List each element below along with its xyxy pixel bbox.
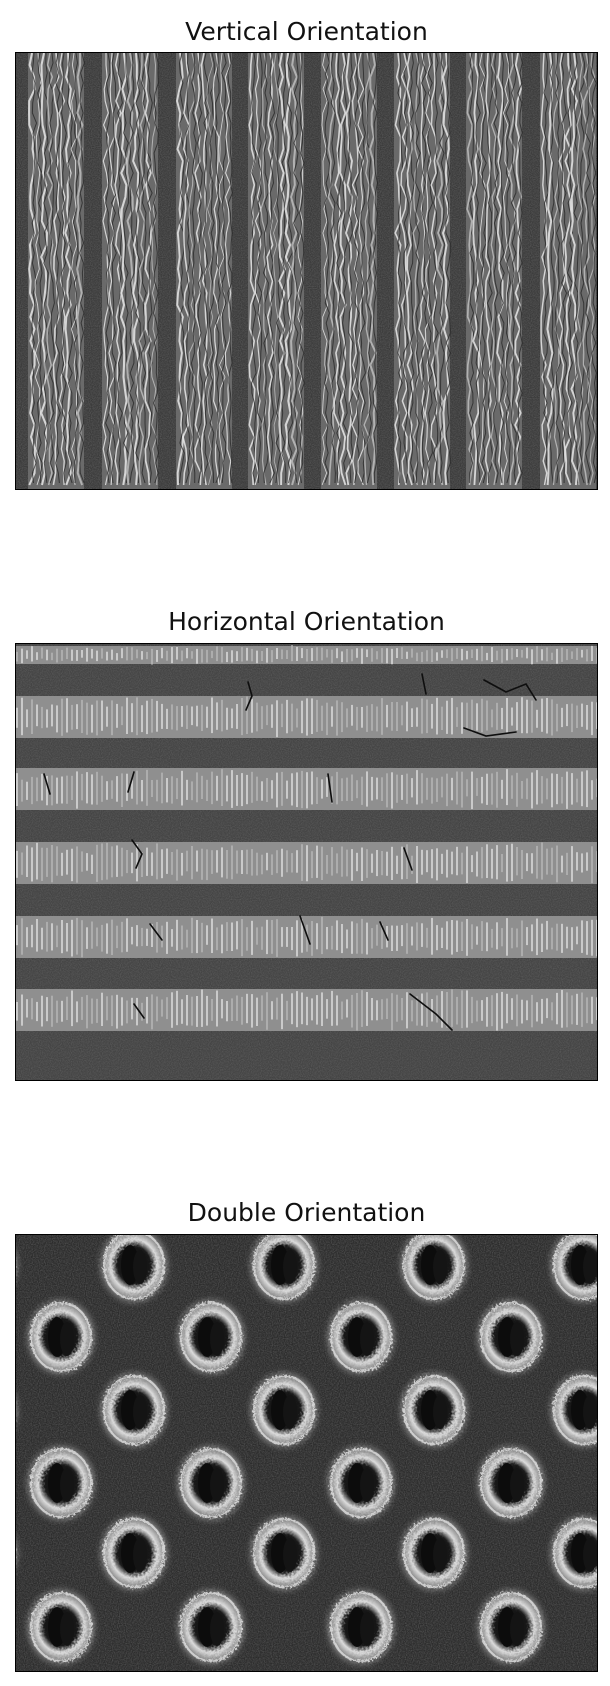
dimple [21, 1293, 101, 1381]
dimple [244, 1235, 324, 1309]
surface-crack [421, 673, 427, 695]
surface-crack [409, 993, 453, 1031]
dimple [471, 1439, 551, 1527]
horizontal-band [16, 645, 597, 665]
surface-crack [403, 847, 413, 871]
dimple [394, 1509, 474, 1597]
surface-crack [483, 679, 537, 701]
dimple [94, 1235, 174, 1309]
surface-crack [127, 771, 135, 793]
surface-crack [327, 773, 333, 803]
vertical-band [28, 53, 85, 489]
surface-crack [149, 923, 163, 941]
dimple [394, 1366, 474, 1454]
sem-image-double [15, 1234, 598, 1672]
sem-image-vertical [15, 52, 598, 490]
surface-crack [133, 1003, 145, 1019]
panel-title: Horizontal Orientation [168, 607, 445, 636]
dimple [21, 1439, 101, 1527]
dimple [244, 1509, 324, 1597]
dimple [94, 1366, 174, 1454]
dimple [544, 1366, 597, 1454]
dimple [321, 1583, 401, 1671]
dimple [471, 1293, 551, 1381]
dimple [16, 1383, 24, 1437]
surface-crack [131, 839, 143, 869]
vertical-band [540, 53, 597, 489]
vertical-band [394, 53, 451, 489]
horizontal-band [16, 916, 597, 958]
horizontal-band [16, 768, 597, 810]
vertical-band [176, 53, 233, 489]
dimple [21, 1583, 101, 1671]
dimple [471, 1583, 551, 1671]
sem-image-horizontal [15, 643, 598, 1081]
dimple [544, 1509, 597, 1597]
dimple [394, 1235, 474, 1309]
panel-title: Vertical Orientation [185, 17, 428, 46]
horizontal-band [16, 989, 597, 1031]
horizontal-band [16, 842, 597, 884]
dimple [321, 1293, 401, 1381]
dimple [171, 1583, 251, 1671]
dimple [321, 1439, 401, 1527]
dimple [544, 1235, 597, 1309]
vertical-band [102, 53, 160, 489]
dimple [171, 1439, 251, 1527]
vertical-band [321, 53, 379, 489]
surface-crack [299, 915, 311, 945]
panel-title: Double Orientation [187, 1198, 426, 1227]
surface-crack [245, 681, 253, 711]
horizontal-band [16, 696, 597, 738]
vertical-band [248, 53, 305, 489]
surface-crack [379, 921, 389, 941]
dimple [16, 1526, 24, 1580]
dimple [244, 1366, 324, 1454]
surface-crack [43, 773, 51, 795]
vertical-band [466, 53, 523, 489]
surface-crack [463, 727, 517, 737]
dimple [94, 1509, 174, 1597]
dimple [16, 1238, 24, 1292]
dimple [171, 1293, 251, 1381]
